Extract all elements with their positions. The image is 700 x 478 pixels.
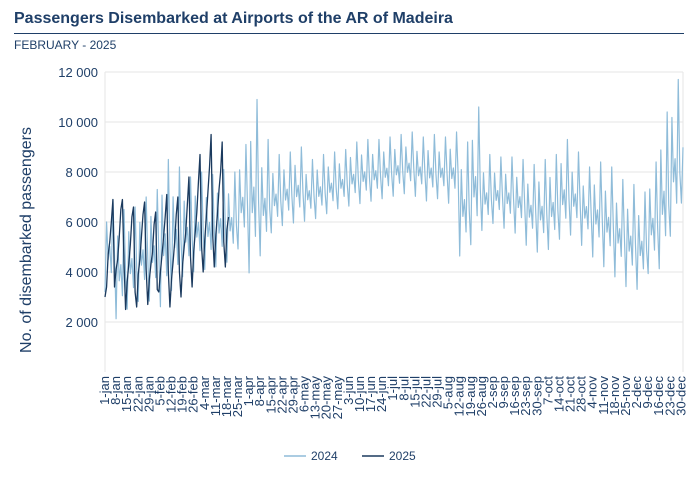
- x-tick-label: 27-may: [330, 376, 345, 420]
- legend: 2024 2025: [284, 449, 416, 463]
- x-tick-label: 1-apr: [241, 375, 256, 406]
- y-tick-label: 6 000: [65, 215, 98, 230]
- x-tick-label: 14-oct: [551, 376, 566, 413]
- x-tick-label: 29-jan: [141, 376, 156, 412]
- x-tick-label: 1-jan: [97, 376, 112, 405]
- x-tick-label: 6-may: [297, 376, 312, 413]
- x-tick-label: 29-apr: [285, 375, 300, 413]
- x-tick-label: 4-nov: [585, 376, 600, 409]
- x-tick-label: 8-apr: [252, 375, 267, 406]
- x-tick-label: 19-feb: [175, 376, 190, 413]
- x-tick-label: 9-dec: [640, 376, 655, 409]
- x-tick-label: 2-dec: [629, 376, 644, 409]
- x-tick-label: 2-sep: [485, 376, 500, 409]
- y-tick-label: 8 000: [65, 165, 98, 180]
- y-tick-label: 4 000: [65, 265, 98, 280]
- x-tick-label: 30-sep: [529, 376, 544, 416]
- x-tick-label: 17-jun: [363, 376, 378, 412]
- x-tick-label: 22-jan: [130, 376, 145, 412]
- x-tick-label: 8-jul: [396, 376, 411, 401]
- x-tick-label: 23-dec: [662, 376, 677, 416]
- x-tick-label: 21-oct: [563, 376, 578, 413]
- series-2025-line: [104, 133, 230, 311]
- series-2024-line: [104, 78, 684, 320]
- x-tick-label: 1-jul: [385, 376, 400, 401]
- x-tick-label: 22-jul: [418, 376, 433, 408]
- x-tick-label: 25-mar: [230, 375, 245, 417]
- x-tick-label: 20-may: [319, 376, 334, 420]
- legend-label-2024: 2024: [311, 449, 338, 463]
- chart-subtitle: FEBRUARY - 2025: [14, 38, 117, 52]
- x-tick-label: 16-sep: [507, 376, 522, 416]
- x-tick-label: 5-aug: [441, 376, 456, 409]
- y-axis-ticks: 2 000 4 000 6 000 8 000 10 000 12 000: [58, 65, 98, 330]
- x-tick-label: 11-nov: [596, 376, 611, 415]
- x-tick-label: 9-sep: [496, 376, 511, 409]
- x-tick-label: 5-feb: [152, 376, 167, 406]
- x-axis-ticks: 1-jan8-jan15-jan22-jan29-jan5-feb12-feb1…: [97, 375, 688, 419]
- x-tick-label: 19-aug: [463, 376, 478, 416]
- x-tick-label: 26-feb: [186, 376, 201, 413]
- y-tick-label: 10 000: [58, 115, 98, 130]
- x-tick-label: 15-jan: [119, 376, 134, 412]
- x-tick-label: 28-oct: [574, 376, 589, 413]
- legend-label-2025: 2025: [389, 449, 416, 463]
- title-divider: [14, 33, 684, 34]
- x-tick-label: 22-apr: [274, 375, 289, 413]
- x-tick-label: 18-nov: [607, 376, 622, 416]
- y-tick-label: 2 000: [65, 315, 98, 330]
- x-tick-label: 23-sep: [518, 376, 533, 416]
- series-lines: [104, 78, 684, 320]
- x-tick-label: 15-apr: [263, 375, 278, 413]
- x-tick-label: 3-jun: [341, 376, 356, 405]
- x-tick-label: 12-feb: [164, 376, 179, 413]
- x-tick-label: 29-jul: [430, 376, 445, 408]
- x-tick-label: 12-aug: [452, 376, 467, 416]
- x-tick-label: 16-dec: [651, 376, 666, 416]
- x-tick-label: 18-mar: [219, 375, 234, 417]
- x-tick-label: 15-jul: [407, 376, 422, 408]
- y-axis-label: No. of disembarked passengers: [18, 127, 35, 353]
- x-tick-label: 8-jan: [108, 376, 123, 405]
- x-tick-label: 10-jun: [352, 376, 367, 412]
- x-tick-label: 7-oct: [540, 376, 555, 405]
- x-tick-label: 30-dec: [673, 376, 688, 416]
- x-tick-label: 13-may: [308, 376, 323, 420]
- x-tick-label: 11-mar: [208, 375, 223, 416]
- x-tick-label: 26-aug: [474, 376, 489, 416]
- gridlines: [104, 71, 684, 372]
- x-tick-label: 24-jun: [374, 376, 389, 412]
- y-tick-label: 12 000: [58, 65, 98, 80]
- x-tick-label: 25-nov: [618, 376, 633, 416]
- x-tick-label: 4-mar: [197, 375, 212, 410]
- chart-title: Passengers Disembarked at Airports of th…: [14, 10, 453, 27]
